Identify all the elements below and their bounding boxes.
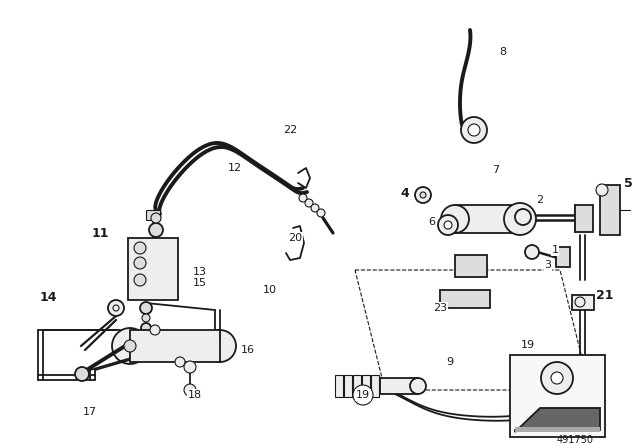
Circle shape [468, 124, 480, 136]
Bar [380, 378, 418, 394]
Text: 3: 3 [545, 260, 552, 270]
Bar [455, 205, 520, 233]
Circle shape [541, 362, 573, 394]
Circle shape [441, 205, 469, 233]
Bar [128, 238, 178, 300]
Circle shape [515, 209, 531, 225]
Text: 20: 20 [288, 233, 302, 243]
Circle shape [415, 187, 431, 203]
Text: 19: 19 [356, 390, 370, 400]
Bar [440, 290, 490, 308]
Circle shape [525, 245, 539, 259]
Circle shape [504, 203, 536, 235]
Circle shape [575, 297, 585, 307]
Circle shape [134, 242, 146, 254]
Circle shape [444, 221, 452, 229]
Circle shape [134, 257, 146, 269]
Polygon shape [515, 408, 600, 432]
Text: 18: 18 [188, 390, 202, 400]
Text: 22: 22 [283, 125, 297, 135]
Text: 13: 13 [193, 267, 207, 277]
Text: 8: 8 [499, 47, 507, 57]
Text: 19: 19 [521, 340, 535, 350]
Bar [130, 330, 220, 362]
Circle shape [184, 361, 196, 373]
Bar [362, 375, 370, 397]
Circle shape [305, 199, 313, 207]
Circle shape [112, 328, 148, 364]
Text: 15: 15 [193, 278, 207, 288]
Circle shape [150, 325, 160, 335]
Circle shape [353, 385, 373, 405]
Circle shape [140, 302, 152, 314]
Text: 491750: 491750 [557, 435, 593, 445]
Circle shape [420, 192, 426, 198]
Bar [572, 295, 594, 310]
Circle shape [551, 372, 563, 384]
Circle shape [175, 357, 185, 367]
Bar [515, 427, 600, 432]
Circle shape [184, 384, 196, 396]
Bar [371, 375, 379, 397]
Text: 4: 4 [401, 186, 410, 199]
Bar [575, 205, 593, 232]
Bar [146, 210, 160, 220]
Text: 17: 17 [83, 407, 97, 417]
Circle shape [124, 340, 136, 352]
Text: 10: 10 [263, 285, 277, 295]
Text: 7: 7 [492, 165, 500, 175]
Circle shape [113, 305, 119, 311]
Text: 11: 11 [92, 227, 109, 240]
Text: 21: 21 [596, 289, 614, 302]
Bar [556, 247, 570, 267]
Circle shape [596, 184, 608, 196]
Bar [335, 375, 343, 397]
Circle shape [410, 378, 426, 394]
Text: 9: 9 [447, 357, 454, 367]
Text: 12: 12 [228, 163, 242, 173]
Bar [600, 185, 620, 235]
Circle shape [438, 215, 458, 235]
Text: 14: 14 [39, 290, 57, 303]
Text: 2: 2 [536, 195, 543, 205]
Bar [510, 355, 605, 437]
Text: 16: 16 [241, 345, 255, 355]
Circle shape [149, 223, 163, 237]
Text: 23: 23 [433, 303, 447, 313]
Circle shape [141, 323, 151, 333]
Text: 6: 6 [429, 217, 435, 227]
Circle shape [461, 117, 487, 143]
Text: 1: 1 [552, 245, 559, 255]
Bar [344, 375, 352, 397]
Circle shape [151, 213, 161, 223]
Circle shape [204, 330, 236, 362]
Circle shape [299, 194, 307, 202]
Circle shape [311, 204, 319, 212]
Text: 5: 5 [623, 177, 632, 190]
Circle shape [317, 209, 325, 217]
Circle shape [134, 274, 146, 286]
Circle shape [75, 367, 89, 381]
Circle shape [108, 300, 124, 316]
Bar [353, 375, 361, 397]
Bar [455, 255, 487, 277]
Circle shape [142, 314, 150, 322]
